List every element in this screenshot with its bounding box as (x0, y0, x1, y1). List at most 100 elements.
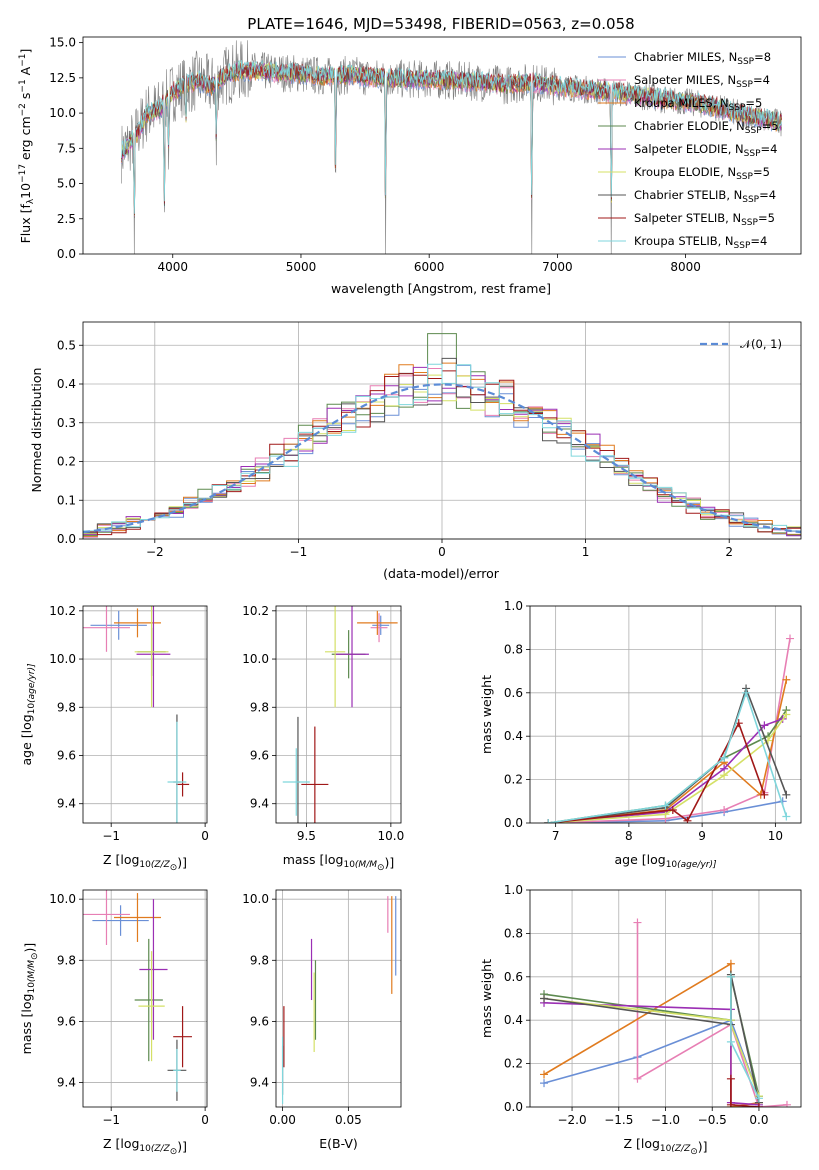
series-marker (720, 771, 729, 780)
x-tick-label: 8000 (670, 260, 701, 274)
ticks: 9.5 10.0 9.4 9.6 9.8 10.0 10.2 (242, 604, 404, 843)
y-tick-label: 0.4 (504, 1013, 523, 1027)
chart-title: PLATE=1646, MJD=53498, FIBERID=0563, z=0… (247, 15, 634, 33)
legend-label: Chabrier ELODIE, NSSP=5 (634, 119, 779, 136)
plot-area (83, 890, 192, 1101)
x-tick-label: −0.5 (698, 1113, 727, 1127)
mass-weight-series-3 (543, 962, 760, 1107)
series-marker (782, 812, 791, 821)
y-tick-label: 0.4 (57, 377, 76, 391)
grid (276, 606, 401, 823)
y-tick-label: 10.2 (49, 604, 76, 618)
x-tick-label: 0.0 (749, 1113, 768, 1127)
legend-label: Salpeter ELODIE, NSSP=4 (634, 142, 777, 159)
mass-weight-series-2 (548, 638, 791, 823)
y-axis-label: age [log10(age/yr)] (19, 663, 37, 766)
y-tick-label: 10.0 (242, 892, 269, 906)
series-marker (786, 634, 795, 643)
series-marker (683, 816, 692, 823)
x-tick-label: 5000 (286, 260, 317, 274)
ticks: −2 −1 0 1 2 0.0 0.1 0.2 0.3 0.4 0.5 (57, 338, 733, 559)
y-tick-label: 0.0 (504, 1100, 523, 1114)
legend-label: Salpeter MILES, NSSP=4 (634, 73, 770, 90)
y-axis-label: Flux [fλ10−17 erg cm−2 s−1 A−1] (18, 49, 36, 244)
plot-area (540, 918, 791, 1107)
mass-age-panel: 9.5 10.0 9.4 9.6 9.8 10.0 10.2 mass [log10(M/M⊙… (242, 604, 404, 873)
axes-frame (82, 605, 208, 824)
y-tick-label: 10.0 (49, 892, 76, 906)
legend-label: Kroupa MILES, NSSP=5 (634, 96, 762, 113)
y-tick-label: 9.4 (250, 797, 269, 811)
series-marker (782, 710, 791, 719)
x-tick-label: 8 (625, 829, 633, 843)
ticks: 7 8 9 10 0.0 0.2 0.4 0.6 0.8 1.0 (504, 599, 783, 843)
mass-weight-series-4 (543, 976, 760, 1097)
y-tick-label: 0.3 (57, 416, 76, 430)
x-tick-label: 10.0 (378, 829, 405, 843)
y-tick-label: 0.1 (57, 493, 76, 507)
ticks: −1 0 9.4 9.6 9.8 10.0 10.2 (49, 604, 209, 843)
y-tick-label: 10.0 (242, 652, 269, 666)
series-marker (754, 1103, 763, 1107)
series-marker (540, 1070, 549, 1079)
mass-weight-series-7 (543, 974, 760, 1103)
y-tick-label: 9.6 (57, 748, 76, 762)
series-marker (544, 819, 553, 823)
plot-area (544, 634, 795, 823)
x-tick-label: −1 (102, 1113, 120, 1127)
x-tick-label: 6000 (414, 260, 445, 274)
x-tick-label: 0 (201, 829, 209, 843)
axes-frame (275, 605, 402, 824)
y-tick-label: 15.0 (49, 36, 76, 50)
series-marker (726, 959, 735, 968)
x-tick-label: −1 (290, 545, 308, 559)
series-marker (720, 753, 729, 762)
series-marker (633, 1074, 642, 1083)
y-tick-label: 10.2 (242, 604, 269, 618)
spectrum-panel: 4000 5000 6000 7000 8000 0.0 2.5 5.0 7.5 10.0 12.5… (18, 15, 802, 296)
plot-area (282, 606, 398, 823)
y-axis-label: mass weight (479, 959, 494, 1038)
y-tick-label: 1.0 (504, 599, 523, 613)
x-tick-label: 7 (552, 829, 560, 843)
x-axis-label: age [log10(age/yr)] (614, 852, 717, 870)
x-axis-label: mass [log10(M/M⊙)] (283, 852, 395, 873)
series-marker (720, 805, 729, 814)
x-axis-label: E(B-V) (319, 1136, 358, 1151)
x-axis-label: Z [log10(Z/Z⊙)] (103, 852, 187, 873)
y-tick-label: 0.4 (504, 729, 523, 743)
ticks: 4000 5000 6000 7000 8000 0.0 2.5 5.0 7.5 10.0 12.5… (49, 36, 701, 274)
legend-label: Chabrier MILES, NSSP=8 (634, 50, 771, 67)
y-tick-label: 0.0 (57, 532, 76, 546)
y-tick-label: 9.6 (250, 1014, 269, 1028)
series-marker (668, 805, 677, 814)
y-tick-label: 0.5 (57, 338, 76, 352)
y-tick-label: 0.2 (504, 1057, 523, 1071)
legend-label: 𝒩(0, 1) (740, 337, 782, 351)
grid (530, 605, 801, 824)
residual-histogram-panel: −2 −1 0 1 2 0.0 0.1 0.2 0.3 0.4 0.5 (data-model)/er… (29, 321, 802, 581)
x-axis-label: Z [log10(Z/Z⊙)] (623, 1136, 707, 1157)
series-marker (540, 1079, 549, 1088)
mass-weight-series-1 (543, 1019, 760, 1097)
y-tick-label: 0.8 (504, 642, 523, 656)
legend-label: Salpeter STELIB, NSSP=5 (634, 211, 775, 228)
x-tick-label: 10 (768, 829, 783, 843)
y-tick-label: 12.5 (49, 71, 76, 85)
x-tick-label: 9.5 (297, 829, 316, 843)
metallicity-mass-weight-panel: −2.0 −1.5 −1.0 −0.5 0.0 0.0 0.2 0.4 0.6 0.8 1.0 Z [… (479, 883, 802, 1157)
normal-curve (83, 383, 801, 534)
axes-frame (82, 889, 208, 1108)
plot-area (121, 40, 782, 254)
legend: 𝒩(0, 1) (700, 337, 782, 351)
axes-frame (275, 889, 402, 1108)
mass-weight-series-1 (548, 800, 783, 823)
y-tick-label: 0.8 (504, 926, 523, 940)
axes-frame (529, 889, 802, 1108)
extinction-mass-panel: 0.00 0.05 9.4 9.6 9.8 10.0 E(B-V) (242, 889, 402, 1151)
series-marker (760, 790, 769, 799)
x-tick-label: 0 (438, 545, 446, 559)
plot-area (83, 333, 801, 539)
series-marker (540, 994, 549, 1003)
